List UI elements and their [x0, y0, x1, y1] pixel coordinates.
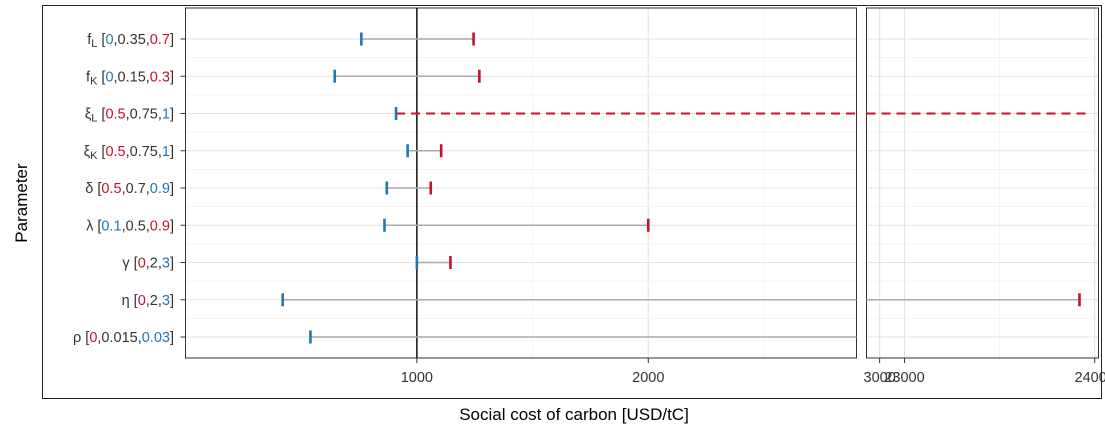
param-symbol: f [86, 69, 91, 85]
bracket-close: ] [170, 107, 174, 123]
bracket-value: ,2, [146, 256, 162, 272]
bracket-value: ,0.7, [122, 181, 150, 197]
bracket-value: ,0.015, [97, 330, 141, 346]
bracket-value: ,0.75, [126, 144, 162, 160]
bracket-value: ,0.15, [114, 69, 150, 85]
x-tick-label: 1000 [401, 370, 433, 386]
bracket-value: 0.1 [101, 218, 121, 234]
y-axis-title: Parameter [12, 163, 31, 243]
y-tick-label: δ [0.5,0.7,0.9] [85, 181, 174, 197]
bracket-close: ] [170, 32, 174, 48]
bracket-close: ] [170, 256, 174, 272]
param-subscript: K [90, 76, 98, 88]
bracket-open: [ [97, 218, 101, 234]
param-symbol: λ [86, 218, 94, 234]
bracket-close: ] [170, 293, 174, 309]
bracket-value: ,0.75, [126, 107, 162, 123]
y-tick-label: ξK [0.5,0.75,1] [84, 144, 174, 162]
bracket-value: ,0.35, [114, 32, 150, 48]
x-tick-label: 2000 [632, 370, 664, 386]
bracket-value: 0.03 [142, 330, 170, 346]
bracket-close: ] [170, 330, 174, 346]
param-subscript: K [90, 150, 98, 162]
bracket-value: 0 [138, 256, 146, 272]
range-bars [281, 32, 1088, 344]
bracket-value: 0.7 [150, 32, 170, 48]
param-symbol: ρ [73, 330, 81, 346]
bracket-value: ,2, [146, 293, 162, 309]
y-tick-label: ρ [0,0.015,0.03] [73, 330, 174, 346]
y-axis-ticks: fL [0,0.35,0.7]fK [0,0.15,0.3]ξL [0.5,0.75,… [73, 32, 186, 346]
bracket-open: [ [101, 144, 105, 160]
param-subscript: L [91, 38, 97, 50]
bracket-open: [ [134, 293, 138, 309]
param-symbol: γ [122, 256, 130, 272]
panel-borders [185, 7, 1099, 359]
param-symbol: η [122, 293, 130, 309]
bracket-value: 0.5 [101, 181, 121, 197]
bracket-value: 0 [105, 32, 113, 48]
bracket-close: ] [170, 181, 174, 197]
x-axis-title: Social cost of carbon [USD/tC] [459, 405, 689, 424]
bracket-value: 0 [105, 69, 113, 85]
bracket-value: 3 [162, 293, 170, 309]
y-tick-label: γ [0,2,3] [122, 256, 174, 272]
y-tick-label: fL [0,0.35,0.7] [87, 32, 174, 50]
bracket-open: [ [134, 256, 138, 272]
bracket-open: [ [101, 32, 105, 48]
param-subscript: L [91, 113, 97, 125]
bracket-value: 0.9 [150, 181, 170, 197]
x-tick-label: 23000 [884, 370, 924, 386]
y-tick-label: ξL [0.5,0.75,1] [85, 107, 174, 125]
param-symbol: f [87, 32, 92, 48]
bracket-close: ] [170, 144, 174, 160]
bracket-value: ,0.5, [122, 218, 150, 234]
bracket-value: 0.9 [150, 218, 170, 234]
bracket-value: 0.5 [105, 107, 125, 123]
bracket-open: [ [101, 107, 105, 123]
y-tick-label: fK [0,0.15,0.3] [86, 69, 174, 87]
bracket-value: 1 [162, 144, 170, 160]
bracket-close: ] [170, 69, 174, 85]
bracket-open: [ [101, 69, 105, 85]
panel-border [866, 7, 1099, 359]
bracket-close: ] [170, 218, 174, 234]
bracket-open: [ [97, 181, 101, 197]
x-tick-label: 3000 [864, 370, 896, 386]
param-symbol: δ [85, 181, 93, 197]
grid [185, 8, 1099, 358]
param-symbol: ξ [85, 107, 92, 123]
bracket-value: 0.3 [150, 69, 170, 85]
bracket-value: 0 [138, 293, 146, 309]
y-tick-label: λ [0.1,0.5,0.9] [86, 218, 174, 234]
bracket-value: 1 [162, 107, 170, 123]
bracket-value: 3 [162, 256, 170, 272]
bracket-value: 0.5 [105, 144, 125, 160]
y-tick-label: η [0,2,3] [122, 293, 174, 309]
outer-frame [42, 5, 1102, 399]
x-tick-label: 24000 [1075, 370, 1105, 386]
panel-border [185, 7, 857, 359]
bracket-open: [ [85, 330, 89, 346]
bracket-value: 0 [89, 330, 97, 346]
param-symbol: ξ [84, 144, 91, 160]
